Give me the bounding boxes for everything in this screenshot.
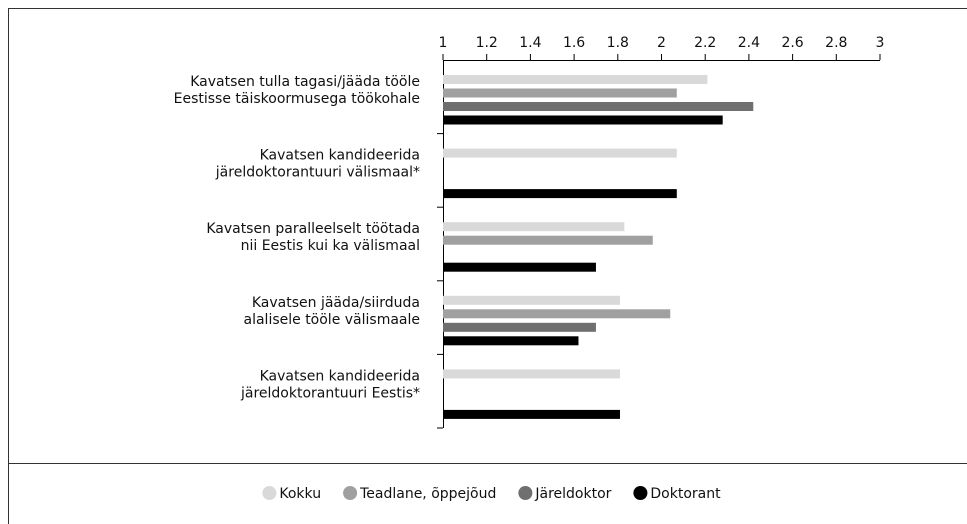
x-tick-label: 1.6: [563, 35, 585, 51]
x-tick-label: 1.8: [607, 35, 629, 51]
frame: [8, 8, 967, 524]
bar: [443, 369, 620, 379]
bar: [443, 189, 677, 199]
category-label: järeldoktorantuuri välismaal*: [215, 165, 420, 181]
bar: [443, 75, 708, 84]
bar: [443, 88, 677, 98]
category-label: Eestisse täiskoormusega töökohale: [174, 91, 420, 107]
category-label: Kavatsen jääda/siirduda: [252, 295, 420, 311]
x-tick-label: 1.4: [519, 35, 541, 51]
legend-label: Kokku: [279, 486, 321, 502]
category-label: Kavatsen kandideerida: [260, 368, 420, 384]
category-label: alalisele tööle välismaale: [244, 312, 421, 328]
bar: [443, 222, 625, 232]
legend-label: Doktorant: [650, 486, 721, 502]
category-label: Kavatsen kandideerida: [260, 148, 420, 164]
legend-marker: [262, 486, 277, 500]
x-tick-label: 2.4: [738, 35, 760, 51]
x-tick-label: 3: [876, 35, 885, 51]
bar: [443, 262, 596, 272]
bar: [443, 309, 671, 319]
x-tick-label: 1: [439, 35, 448, 51]
category-label: nii Eestis kui ka välismaal: [241, 238, 420, 254]
bar: [443, 295, 620, 305]
legend-marker: [343, 486, 358, 500]
x-tick-label: 2.2: [694, 35, 716, 51]
category-label: järeldoktorantuuri Eestis*: [240, 385, 420, 401]
x-tick-label: 1.2: [476, 35, 498, 51]
legend-label: Järeldoktor: [534, 486, 611, 502]
bar: [443, 235, 653, 245]
bar: [443, 102, 754, 111]
bar: [443, 409, 620, 419]
legend-marker: [518, 486, 533, 500]
category-label: Kavatsen tulla tagasi/jääda tööle: [190, 74, 420, 90]
legend-label: Teadlane, õppejõud: [359, 486, 496, 502]
bar: [443, 322, 596, 332]
x-tick-label: 2: [657, 35, 666, 51]
bar: [443, 148, 677, 158]
legend-marker: [633, 486, 648, 500]
category-label: Kavatsen paralleelselt töötada: [206, 221, 420, 237]
x-tick-label: 2.8: [825, 35, 847, 51]
bar: [443, 115, 723, 125]
bar: [443, 336, 579, 346]
x-tick-label: 2.6: [781, 35, 803, 51]
